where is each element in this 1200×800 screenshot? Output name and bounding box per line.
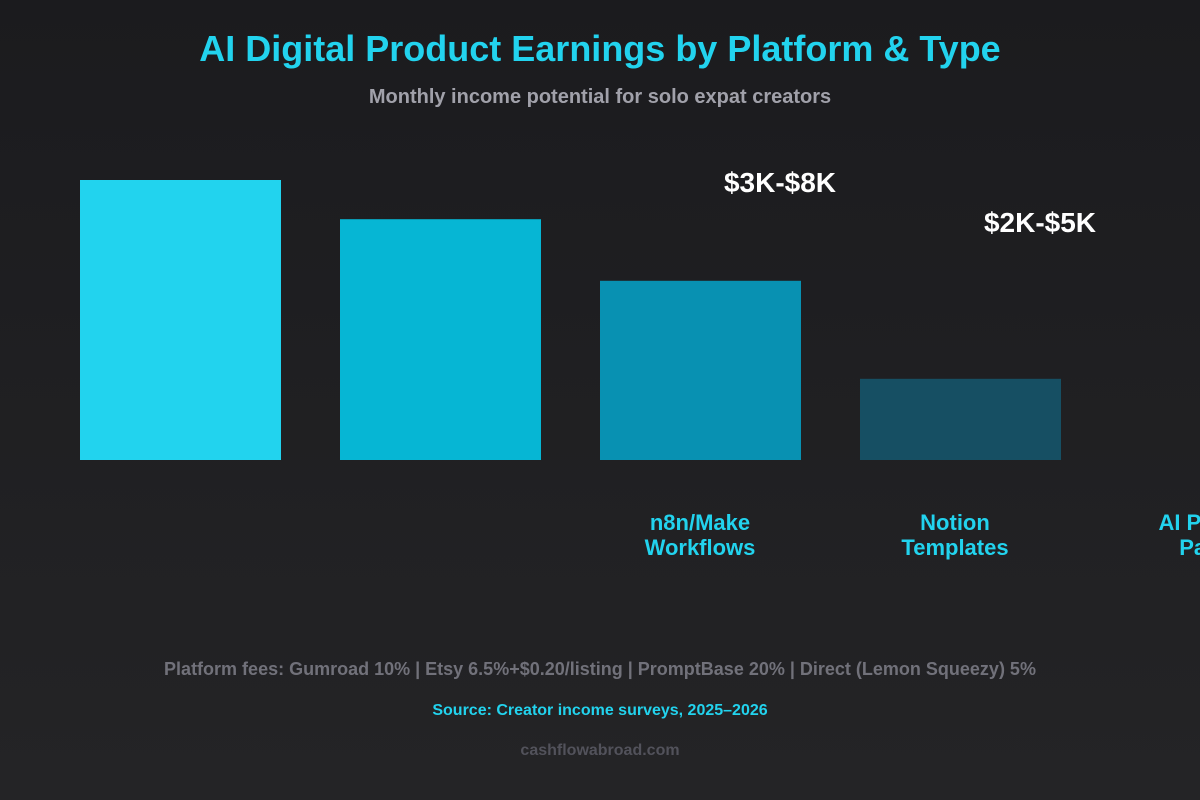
category-label: Workflows: [645, 535, 756, 560]
category-label: Packs: [1179, 535, 1200, 560]
value-label: $3K-$8K: [724, 167, 836, 198]
bar-1: [80, 180, 281, 460]
platform-fees-note: Platform fees: Gumroad 10% | Etsy 6.5%+$…: [164, 659, 1036, 679]
bar-3: [600, 280, 801, 460]
category-label: Templates: [901, 535, 1008, 560]
bar-4: [860, 378, 1061, 460]
bar-2: [340, 219, 541, 460]
source-note: Source: Creator income surveys, 2025–202…: [432, 702, 768, 719]
chart-subtitle: Monthly income potential for solo expat …: [368, 86, 832, 108]
value-label: $2K-$5K: [984, 207, 1096, 238]
chart-title: AI Digital Product Earnings by Platform …: [199, 28, 1001, 69]
category-label: Notion: [920, 510, 990, 535]
brand-watermark: cashflowabroad.com: [520, 742, 680, 759]
category-label: n8n/Make: [650, 510, 750, 535]
category-label: AI Prompt: [1158, 510, 1200, 535]
